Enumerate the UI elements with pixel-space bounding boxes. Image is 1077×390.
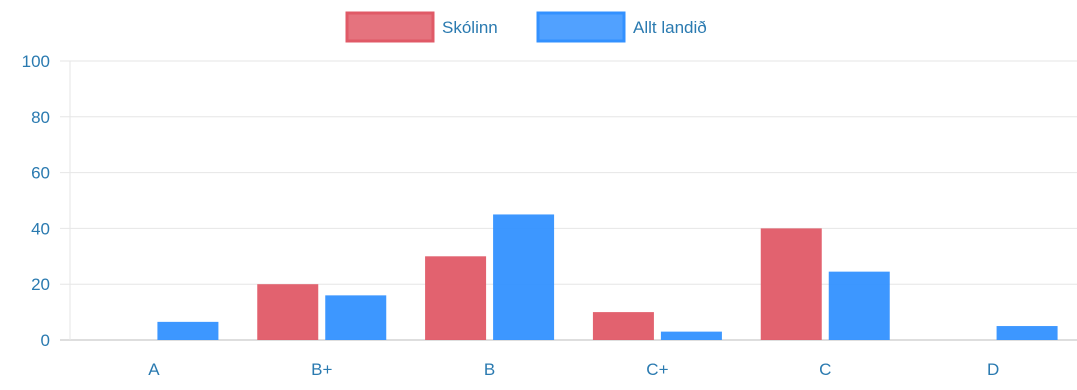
y-tick-label: 100 [22, 52, 50, 71]
legend-item-skolinn[interactable]: Skólinn [345, 11, 498, 43]
x-tick-label: C+ [646, 360, 668, 379]
y-tick-label: 20 [31, 275, 50, 294]
legend-item-allt-landid[interactable]: Allt landið [536, 11, 707, 43]
bar[interactable] [325, 295, 387, 340]
y-tick-label: 80 [31, 108, 50, 127]
bar[interactable] [996, 326, 1058, 340]
x-tick-label: A [148, 360, 160, 379]
y-tick-label: 0 [41, 331, 50, 350]
legend-swatch [345, 11, 435, 43]
bar[interactable] [157, 321, 219, 340]
x-tick-label: B [484, 360, 495, 379]
bar[interactable] [592, 312, 654, 340]
bar[interactable] [660, 331, 722, 340]
y-tick-label: 60 [31, 164, 50, 183]
x-tick-label: D [987, 360, 999, 379]
x-tick-label: B+ [311, 360, 332, 379]
legend-label: Skólinn [442, 18, 498, 37]
bar[interactable] [257, 284, 319, 340]
bar[interactable] [828, 271, 890, 340]
legend-label: Allt landið [633, 18, 707, 37]
bar[interactable] [493, 214, 555, 340]
legend: Skólinn Allt landið [345, 11, 707, 43]
legend-swatch [536, 11, 626, 43]
grid [60, 60, 1077, 341]
x-tick-label: C [819, 360, 831, 379]
bars [157, 214, 1058, 340]
bar[interactable] [425, 256, 487, 340]
bar[interactable] [760, 228, 822, 340]
y-tick-label: 40 [31, 219, 50, 238]
axes: 0 20 40 60 80 100 A B+ B C+ C D [22, 52, 1000, 379]
